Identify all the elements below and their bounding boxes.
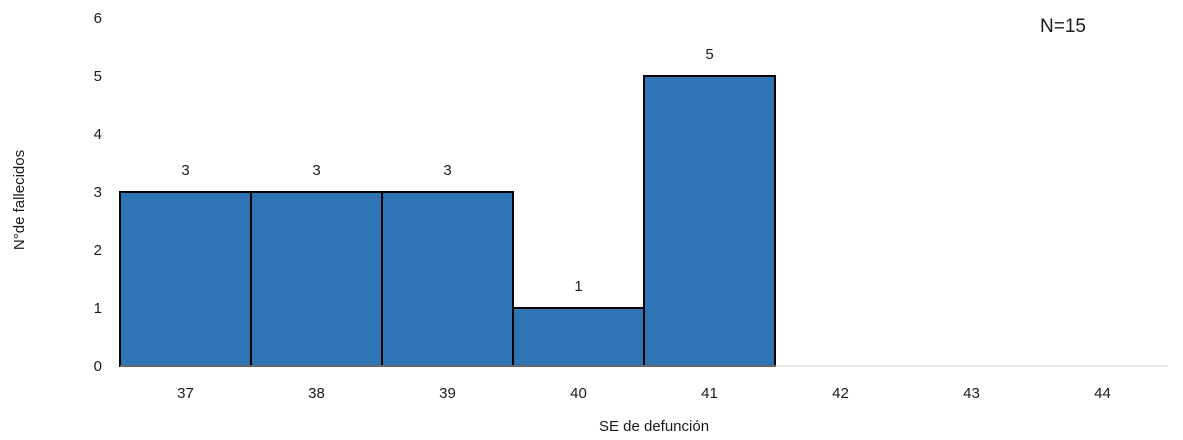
data-label: 1 <box>574 278 582 295</box>
y-axis-title: N°de fallecidos <box>11 150 28 250</box>
y-tick-label: 1 <box>94 300 102 317</box>
y-tick-label: 2 <box>94 242 102 259</box>
y-tick-label: 4 <box>94 126 102 143</box>
y-axis-ticks: 0 1 2 3 4 5 6 <box>94 10 102 375</box>
data-label: 5 <box>705 46 713 63</box>
y-tick-label: 3 <box>94 184 102 201</box>
x-tick-label: 40 <box>570 385 587 402</box>
bar <box>643 75 776 367</box>
x-tick-label: 37 <box>177 385 194 402</box>
sample-size-annotation: N=15 <box>1040 16 1086 37</box>
x-axis-title: SE de defunción <box>599 418 709 435</box>
x-tick-label: 38 <box>308 385 325 402</box>
x-tick-label: 44 <box>1094 385 1111 402</box>
data-label: 3 <box>181 162 189 179</box>
x-axis-ticks: 37 38 39 40 41 42 43 44 <box>177 385 1111 402</box>
x-tick-label: 41 <box>701 385 718 402</box>
bar <box>381 191 514 367</box>
x-tick-label: 39 <box>439 385 456 402</box>
bars <box>119 75 776 367</box>
bar <box>250 191 383 367</box>
bar <box>119 191 252 367</box>
y-tick-label: 0 <box>94 358 102 375</box>
data-label: 3 <box>312 162 320 179</box>
bar <box>512 307 645 367</box>
y-tick-label: 5 <box>94 68 102 85</box>
data-label: 3 <box>443 162 451 179</box>
y-tick-label: 6 <box>94 10 102 27</box>
x-tick-label: 43 <box>963 385 980 402</box>
x-tick-label: 42 <box>832 385 849 402</box>
data-labels: 3 3 3 1 5 <box>181 46 713 295</box>
